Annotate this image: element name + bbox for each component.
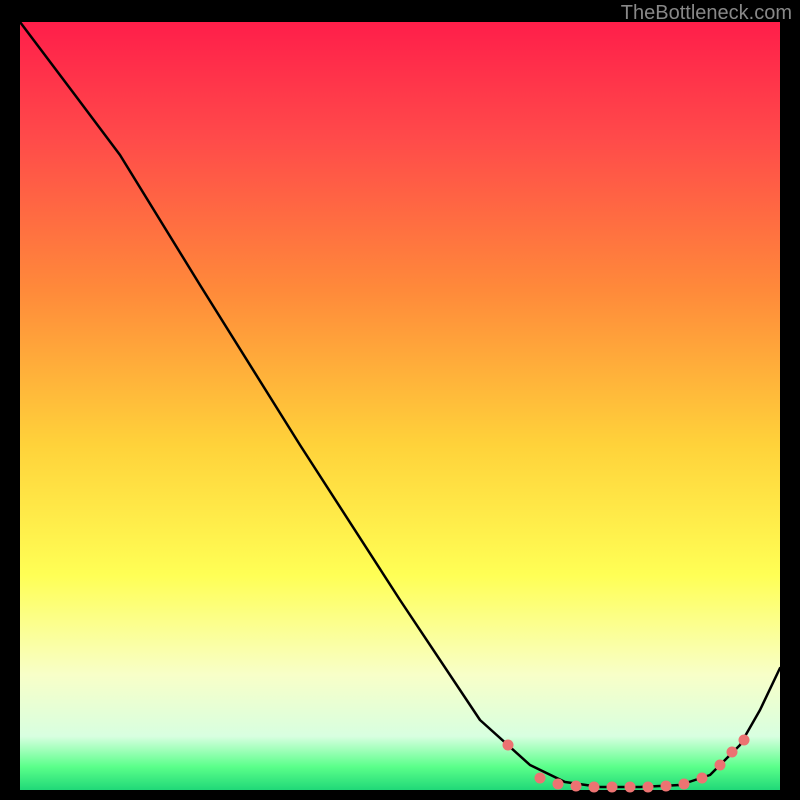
marker-dot	[571, 781, 582, 792]
chart-container: TheBottleneck.com	[0, 0, 800, 800]
marker-dot	[589, 782, 600, 793]
marker-dot	[679, 779, 690, 790]
marker-dot	[535, 773, 546, 784]
marker-dot	[715, 760, 726, 771]
marker-dot	[643, 782, 654, 793]
plot-background	[20, 22, 780, 790]
watermark-text: TheBottleneck.com	[621, 2, 792, 25]
marker-dot	[503, 740, 514, 751]
marker-dot	[553, 779, 564, 790]
marker-dot	[739, 735, 750, 746]
marker-dot	[607, 782, 618, 793]
marker-dot	[661, 781, 672, 792]
marker-dot	[625, 782, 636, 793]
marker-dot	[697, 773, 708, 784]
chart-svg	[0, 0, 800, 800]
marker-dot	[727, 747, 738, 758]
